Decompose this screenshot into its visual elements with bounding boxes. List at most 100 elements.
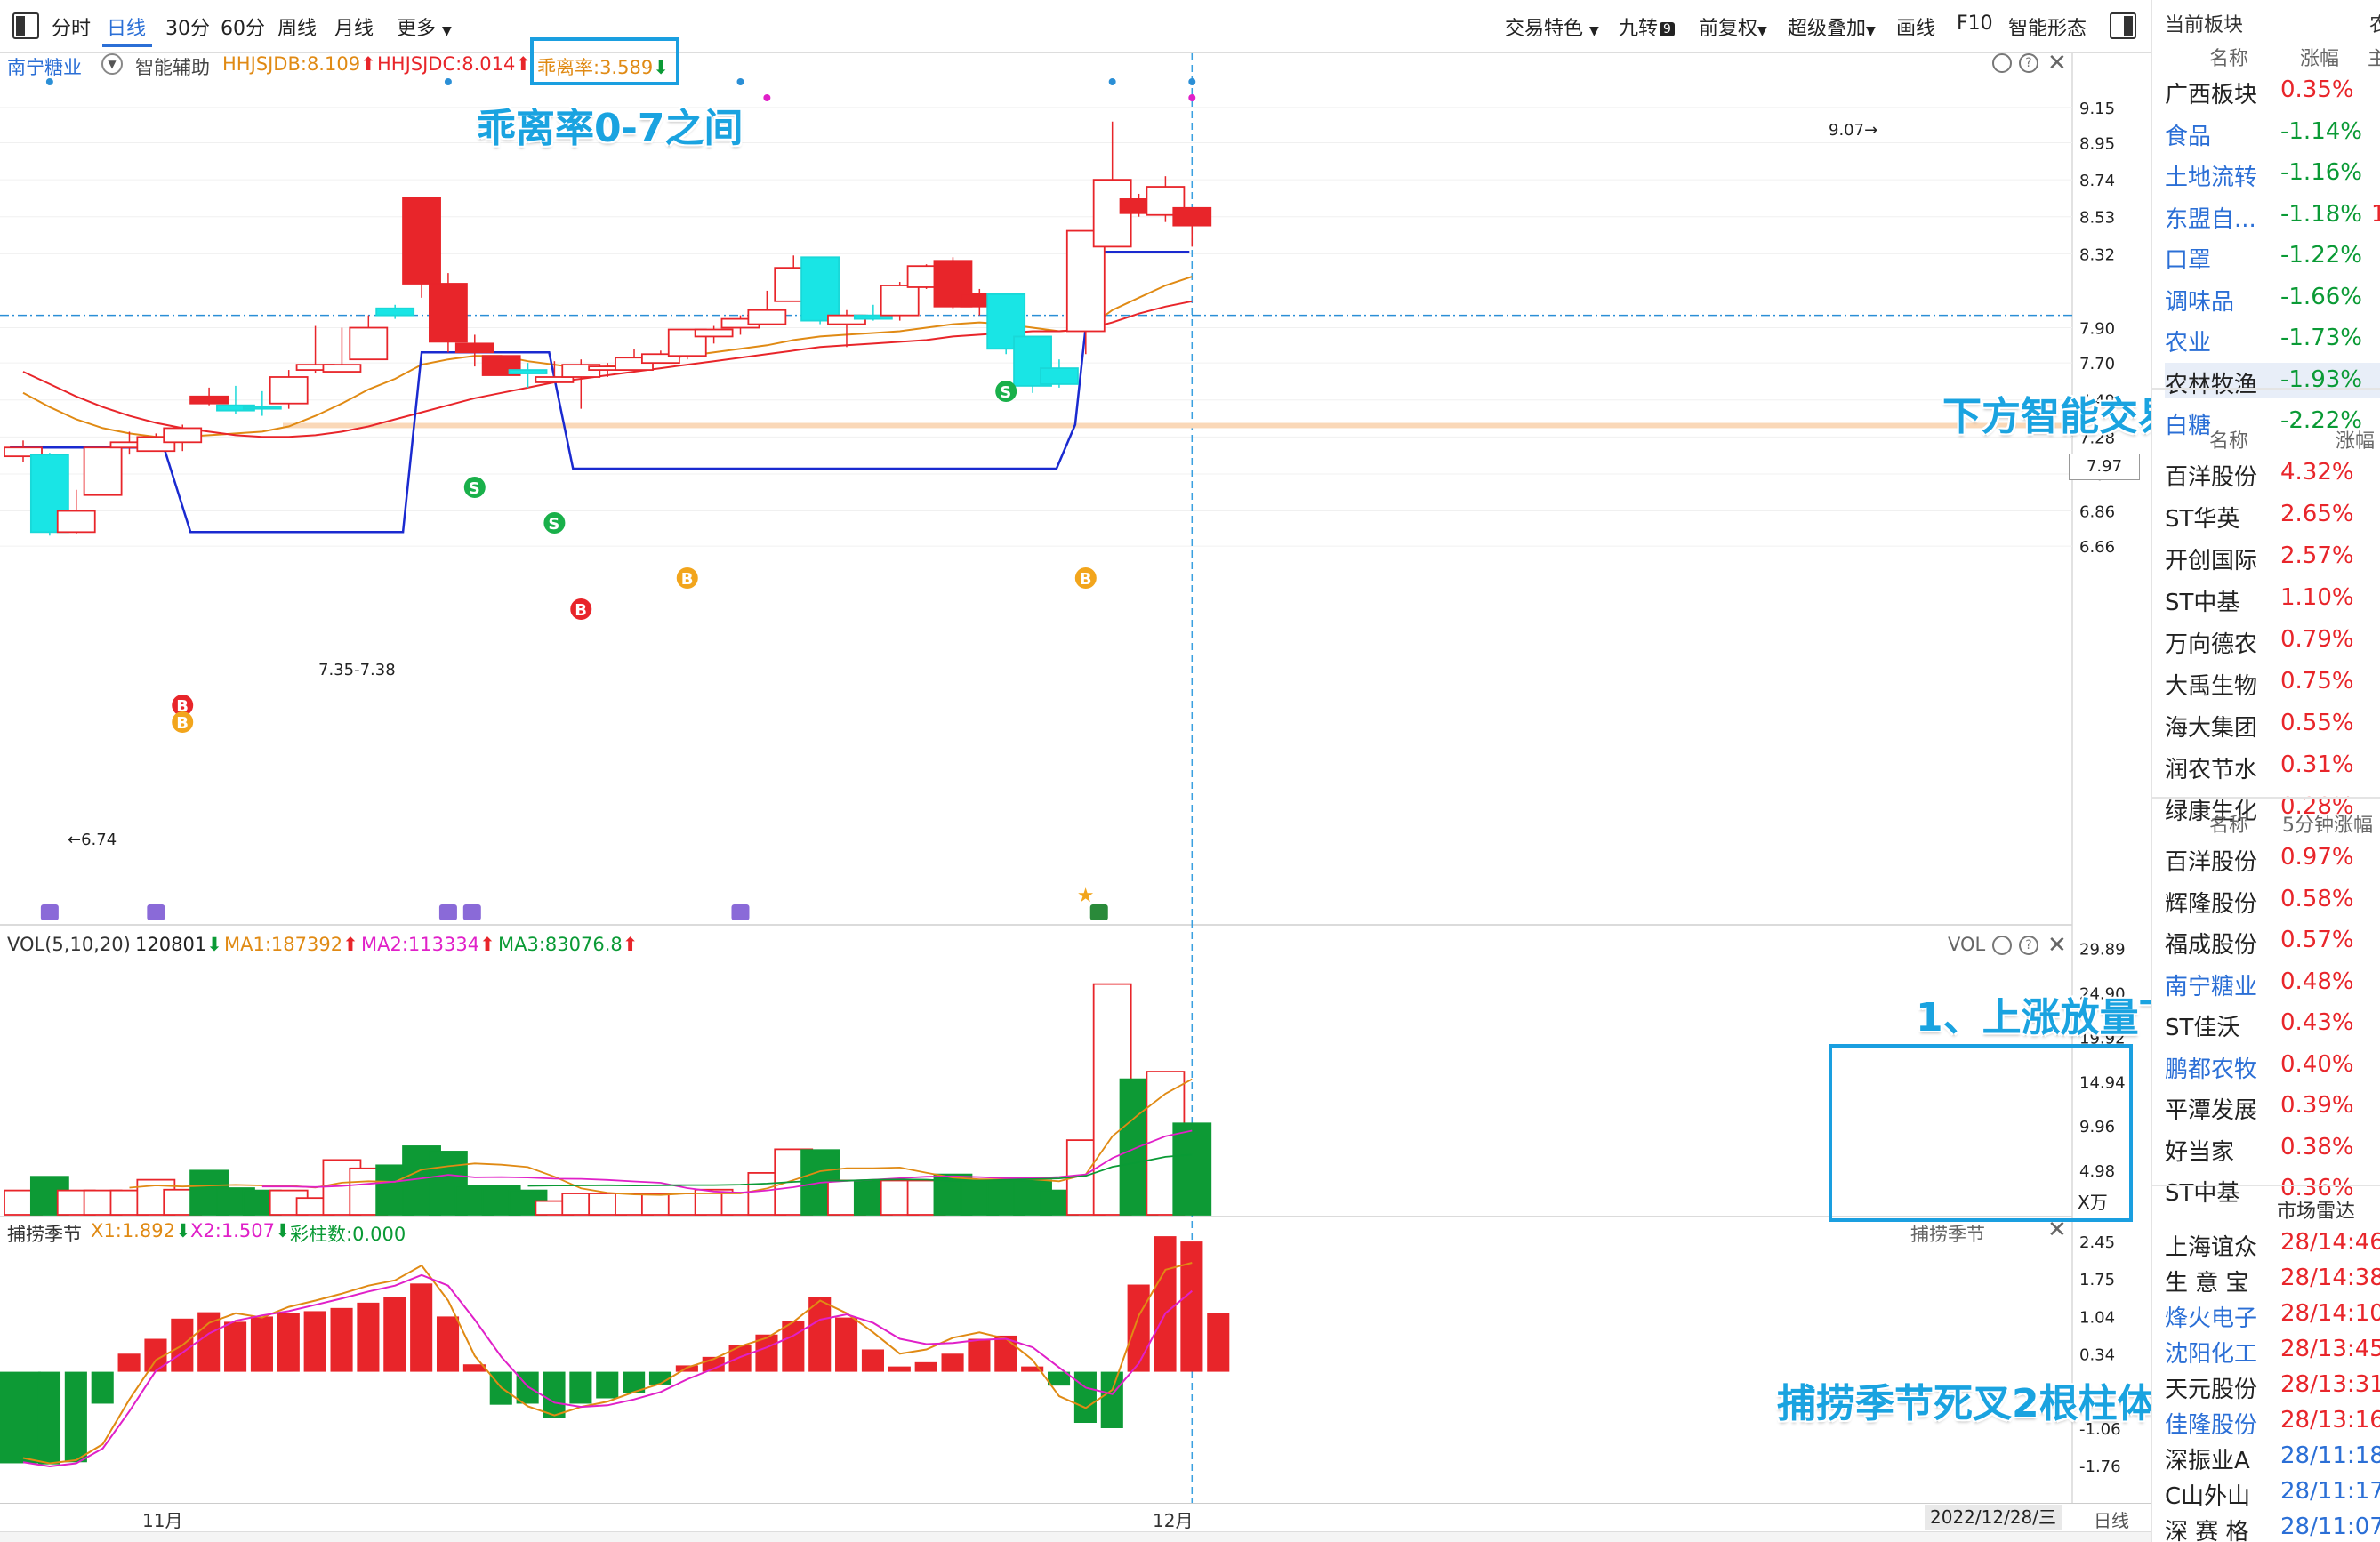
fast-rise-row-value: 0.57% bbox=[2280, 927, 2354, 953]
fast-rise-row[interactable]: ST佳沃 0.43% bbox=[2165, 1006, 2380, 1041]
more-dropdown[interactable]: 更多 ▼ bbox=[397, 12, 452, 41]
radar-row[interactable]: C山外山 28/11:17 bbox=[2165, 1474, 2380, 1510]
fast-rise-row[interactable]: 鹏都农牧 0.40% bbox=[2165, 1048, 2380, 1083]
fast-rise-row[interactable]: 平潭发展 0.39% bbox=[2165, 1088, 2380, 1124]
jiuzhuan-button[interactable]: 九转 9 bbox=[1619, 12, 1675, 41]
settings-icon[interactable] bbox=[1992, 936, 2012, 955]
radar-row[interactable]: 烽火电子 28/14:10 bbox=[2165, 1297, 2380, 1332]
close-icon[interactable]: ✕ bbox=[2047, 932, 2067, 959]
volume-series bbox=[4, 983, 1212, 1216]
overlay-dropdown[interactable]: 超级叠加▼ bbox=[1788, 12, 1876, 41]
sector-row[interactable]: 口罩 -1.22% bbox=[2165, 238, 2380, 274]
leader-row[interactable]: 海大集团 0.55% bbox=[2165, 706, 2380, 742]
layout-toggle-icon[interactable] bbox=[12, 12, 39, 39]
sector-row[interactable]: 调味品 -1.66% bbox=[2165, 280, 2380, 316]
adjust-dropdown[interactable]: 前复权▼ bbox=[1699, 12, 1767, 41]
radar-row[interactable]: 上海谊众 28/14:46 bbox=[2165, 1225, 2380, 1261]
leader-row-value: 0.55% bbox=[2280, 710, 2354, 736]
leader-row-name: 万向德农 bbox=[2165, 631, 2258, 658]
indicator-lines bbox=[22, 1262, 1193, 1468]
high-price-label: 9.07→ bbox=[1829, 121, 1877, 140]
tab-daily[interactable]: 日线 bbox=[107, 18, 147, 40]
leader-row[interactable]: ST华英 2.65% bbox=[2165, 497, 2380, 533]
tab-monthly[interactable]: 月线 bbox=[334, 18, 374, 40]
support-band bbox=[283, 422, 2070, 429]
sector-row-name: 农林牧渔 bbox=[2165, 371, 2258, 398]
trade-feature-label: 交易特色 bbox=[1505, 18, 1584, 40]
indicator-bar bbox=[543, 1371, 566, 1418]
tab-30min[interactable]: 30分 bbox=[165, 18, 210, 40]
panel-toggle-icon[interactable] bbox=[2110, 12, 2136, 39]
f10-button[interactable]: F10 bbox=[1957, 12, 1993, 35]
draw-line-button[interactable]: 画线 bbox=[1896, 18, 1936, 40]
fast-rise-row[interactable]: 辉隆股份 0.58% bbox=[2165, 882, 2380, 918]
sector-row-name: 调味品 bbox=[2165, 288, 2235, 316]
sector-row[interactable]: 土地流转 -1.16% bbox=[2165, 156, 2380, 191]
radar-row[interactable]: 佳隆股份 28/13:16 bbox=[2165, 1403, 2380, 1439]
smart-pattern-button[interactable]: 智能形态 bbox=[2008, 18, 2087, 40]
leader-row[interactable]: 万向德农 0.79% bbox=[2165, 622, 2380, 658]
sector-row[interactable]: 农业 -1.73% bbox=[2165, 321, 2380, 357]
settings-icon[interactable] bbox=[1992, 53, 2012, 73]
indicator-bar bbox=[357, 1302, 380, 1372]
sell-signal-label: S bbox=[469, 479, 480, 498]
leader-row[interactable]: 百洋股份 4.32% bbox=[2165, 455, 2380, 491]
radar-row[interactable]: 深振业A 28/11:18 bbox=[2165, 1439, 2380, 1474]
help-icon[interactable]: ? bbox=[2019, 53, 2038, 73]
fast-rise-row[interactable]: 南宁糖业 0.48% bbox=[2165, 965, 2380, 1000]
fast-rise-row[interactable]: 福成股份 0.57% bbox=[2165, 923, 2380, 959]
fast-rise-row-value: 0.48% bbox=[2280, 968, 2354, 995]
indicator-bar bbox=[808, 1297, 832, 1372]
leader-row-name: 开创国际 bbox=[2165, 548, 2258, 574]
fast-hdr-chg: 5分钟涨幅 bbox=[2282, 815, 2373, 837]
leader-row[interactable]: 大禹生物 0.75% bbox=[2165, 664, 2380, 700]
close-icon[interactable]: ✕ bbox=[2047, 50, 2067, 76]
candle-body bbox=[402, 197, 441, 285]
sector-row[interactable]: 农林牧渔 -1.93% bbox=[2165, 362, 2380, 398]
leader-row[interactable]: ST中基 1.10% bbox=[2165, 581, 2380, 616]
radar-row[interactable]: 深 赛 格 28/11:07 bbox=[2165, 1510, 2380, 1542]
indicator-bar bbox=[250, 1316, 273, 1372]
radar-row[interactable]: 沈阳化工 28/13:45 bbox=[2165, 1332, 2380, 1368]
help-icon[interactable]: ? bbox=[2019, 936, 2038, 955]
trade-feature-dropdown[interactable]: 交易特色 ▼ bbox=[1505, 12, 1599, 41]
leader-row[interactable]: 开创国际 2.57% bbox=[2165, 539, 2380, 574]
assist-toggle-icon[interactable]: ▼ bbox=[101, 53, 123, 75]
sector-row[interactable]: 广西板块 0.35% bbox=[2165, 73, 2380, 108]
candle-body bbox=[83, 446, 123, 496]
fast-rise-row-name: 福成股份 bbox=[2165, 932, 2258, 959]
close-icon[interactable]: ✕ bbox=[2047, 1217, 2067, 1243]
tab-60min[interactable]: 60分 bbox=[221, 18, 265, 40]
hhjsjdc-value: HHJSJDC:8.014 bbox=[377, 53, 516, 75]
top-toolbar: 分时 日线 30分 60分 周线 月线 更多 ▼ 交易特色 ▼ 九转 9 前复权▼… bbox=[0, 0, 2151, 53]
price-tick-label: 8.95 bbox=[2079, 135, 2115, 154]
leader-row-name: 润农节水 bbox=[2165, 757, 2258, 783]
candle-body bbox=[375, 307, 415, 317]
stock-name[interactable]: 南宁糖业 bbox=[7, 57, 82, 78]
vol-current: 120801 bbox=[135, 934, 207, 955]
arrow-up-icon: ⬆ bbox=[360, 53, 376, 75]
indicator-bar bbox=[1021, 1366, 1044, 1372]
leader-row[interactable]: 润农节水 0.31% bbox=[2165, 748, 2380, 783]
indicator-bar bbox=[117, 1353, 141, 1372]
radar-row[interactable]: 生 意 宝 28/14:38 bbox=[2165, 1261, 2380, 1297]
tab-intraday[interactable]: 分时 bbox=[52, 18, 92, 40]
candle-body bbox=[508, 369, 548, 374]
sector-row[interactable]: 东盟自... -1.18% 1 bbox=[2165, 197, 2380, 233]
tab-weekly[interactable]: 周线 bbox=[277, 18, 318, 40]
current-price-value: 7.97 bbox=[2086, 457, 2123, 476]
radar-row[interactable]: 天元股份 28/13:31 bbox=[2165, 1368, 2380, 1403]
sector-row[interactable]: 白糖 -2.22% bbox=[2165, 404, 2380, 439]
fast-rise-row[interactable]: 好当家 0.38% bbox=[2165, 1130, 2380, 1166]
arrow-down-icon: ⬇ bbox=[274, 1220, 291, 1241]
active-tab-underline bbox=[102, 44, 152, 47]
sector-row-name: 食品 bbox=[2165, 123, 2212, 150]
fast-rise-row[interactable]: 百洋股份 0.97% bbox=[2165, 840, 2380, 876]
price-tick-label: 6.66 bbox=[2079, 538, 2115, 557]
radar-row-value: 28/11:18 bbox=[2280, 1442, 2380, 1469]
bottom-scrollbar[interactable] bbox=[0, 1531, 2151, 1542]
jiuzhuan-label: 九转 bbox=[1619, 18, 1659, 40]
buy-signal-label: B bbox=[176, 697, 189, 716]
top-dot-marker bbox=[444, 78, 452, 85]
sector-row[interactable]: 食品 -1.14% bbox=[2165, 115, 2380, 150]
